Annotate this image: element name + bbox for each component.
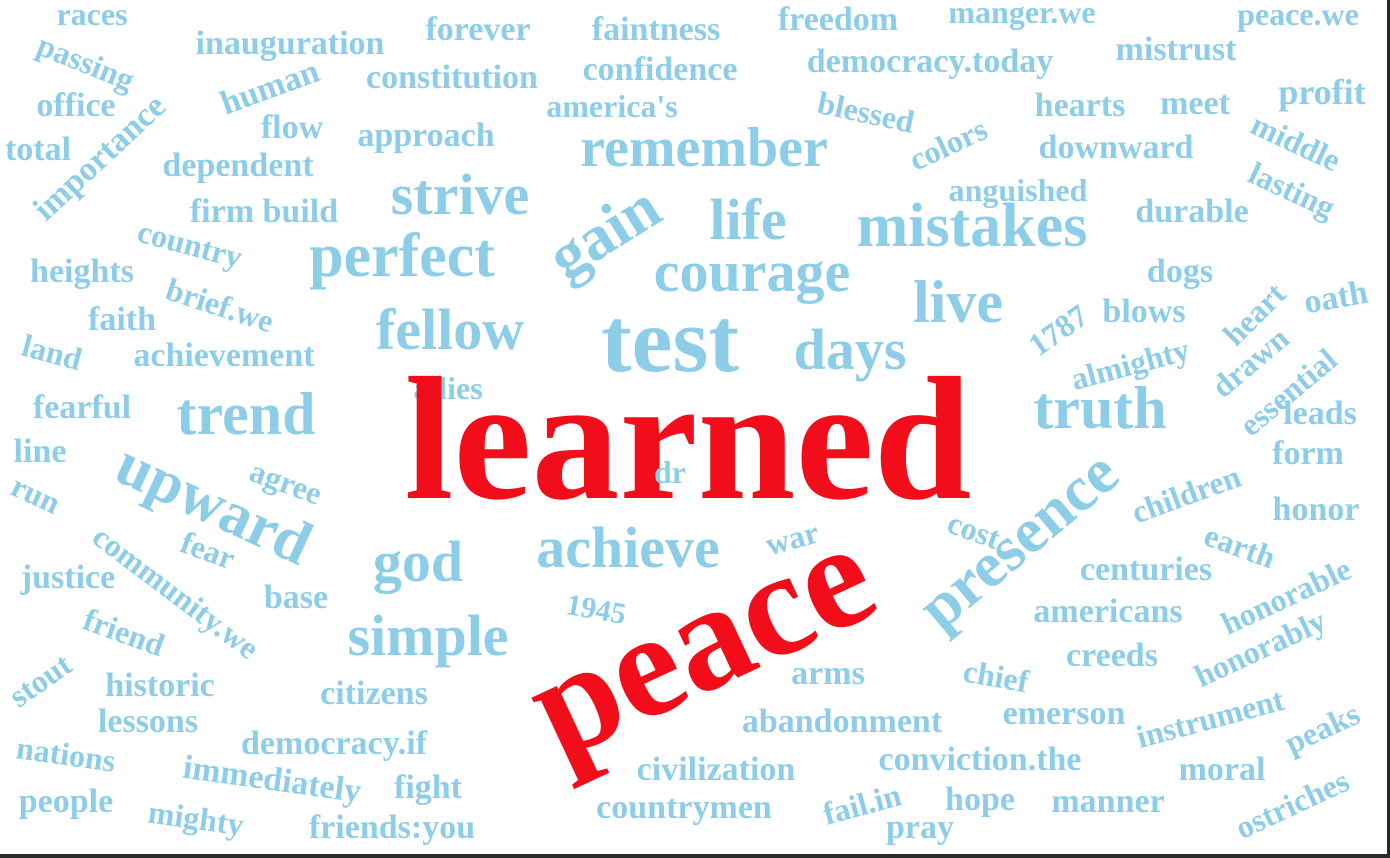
- word-civilization: civilization: [636, 751, 796, 788]
- word-democracy-today: democracy.today: [806, 43, 1054, 80]
- word-life: life: [709, 187, 787, 252]
- word-friends-you: friends:you: [308, 809, 476, 846]
- word-lessons: lessons: [97, 703, 199, 740]
- word-fearful: fearful: [32, 389, 132, 426]
- word-children: children: [1126, 457, 1246, 531]
- word-constitution: constitution: [366, 59, 538, 96]
- word-races: races: [56, 0, 128, 32]
- word-mistrust: mistrust: [1115, 31, 1237, 68]
- word-instrument: instrument: [1132, 681, 1288, 755]
- word-conviction-the: conviction.the: [878, 741, 1082, 778]
- word-achieve: achieve: [536, 515, 720, 580]
- word-trend: trend: [176, 381, 316, 447]
- word-oath: oath: [1301, 273, 1371, 322]
- word-democracy-if: democracy.if: [241, 725, 427, 762]
- word-hope: hope: [945, 781, 1015, 818]
- word-faith: faith: [88, 301, 156, 338]
- word-total: total: [4, 131, 72, 168]
- word-anguished: anguished: [948, 172, 1088, 208]
- word-america-s: america's: [546, 88, 678, 124]
- word-centuries: centuries: [1079, 551, 1213, 588]
- word-manner: manner: [1051, 783, 1165, 820]
- word-countrymen: countrymen: [596, 789, 772, 826]
- word-simple: simple: [347, 603, 509, 668]
- word-office: office: [36, 87, 116, 124]
- word-flow: flow: [260, 109, 324, 146]
- word-emerson: emerson: [1002, 695, 1126, 732]
- word-earth: earth: [1199, 516, 1281, 576]
- word-blows: blows: [1102, 293, 1186, 330]
- word-heights: heights: [30, 253, 134, 290]
- word-dr: dr: [654, 454, 686, 490]
- word-run: run: [5, 467, 67, 521]
- word-durable: durable: [1135, 193, 1249, 230]
- word-profit: profit: [1278, 72, 1366, 112]
- word-line: line: [13, 433, 67, 470]
- word-learned: learned: [404, 342, 972, 537]
- word-justice: justice: [20, 559, 116, 596]
- word-friend: friend: [78, 600, 170, 664]
- word-base: base: [263, 579, 329, 616]
- word-arms: arms: [791, 655, 865, 692]
- word-peace-we: peace.we: [1237, 0, 1359, 32]
- word-live: live: [913, 269, 1003, 335]
- word-citizens: citizens: [320, 675, 428, 712]
- word-fight: fight: [394, 769, 462, 806]
- word-historic: historic: [105, 667, 215, 704]
- word-manger-we: manger.we: [948, 0, 1096, 30]
- word-dependent: dependent: [162, 147, 314, 184]
- word-god: god: [372, 529, 464, 594]
- word-1787: 1787: [1021, 296, 1095, 364]
- word-hearts: hearts: [1034, 87, 1126, 124]
- word-passing: passing: [32, 26, 140, 98]
- word-land: land: [18, 326, 86, 378]
- word-people: people: [18, 783, 114, 820]
- word-abandonment: abandonment: [741, 703, 943, 740]
- word-brief-we: brief.we: [161, 270, 279, 340]
- word-moral: moral: [1178, 751, 1266, 788]
- word-stout: stout: [2, 645, 78, 715]
- word-creeds: creeds: [1066, 637, 1158, 674]
- word-chief: chief: [960, 652, 1032, 700]
- word-dogs: dogs: [1146, 253, 1214, 290]
- word-approach: approach: [357, 117, 495, 154]
- word-forever: forever: [425, 11, 531, 48]
- word-honor: honor: [1272, 491, 1360, 528]
- word-courage: courage: [653, 239, 851, 304]
- word-achievement: achievement: [133, 337, 315, 374]
- word-pray: pray: [886, 809, 954, 846]
- word-americans: americans: [1033, 593, 1183, 630]
- word-leads: leads: [1283, 395, 1357, 432]
- word-allies: allies: [413, 370, 483, 406]
- word-strive: strive: [390, 162, 530, 227]
- word-fellow: fellow: [375, 297, 525, 362]
- word-firm-build: firm build: [189, 193, 339, 230]
- word-confidence: confidence: [582, 51, 738, 88]
- word-mistakes: mistakes: [856, 192, 1088, 260]
- word-days: days: [793, 317, 907, 382]
- word-remember: remember: [580, 117, 828, 179]
- word-gain: gain: [535, 170, 673, 293]
- word-colors: colors: [903, 110, 993, 178]
- frame-border-bottom: [0, 854, 1390, 858]
- word-meet: meet: [1160, 85, 1230, 122]
- word-form: form: [1272, 435, 1344, 472]
- word-perfect: perfect: [309, 222, 495, 290]
- word-truth: truth: [1033, 375, 1167, 441]
- word-faintness: faintness: [591, 11, 721, 48]
- word-peaks: peaks: [1278, 695, 1366, 761]
- word-downward: downward: [1038, 129, 1194, 166]
- frame-border-right: [1387, 0, 1390, 858]
- word-inauguration: inauguration: [195, 25, 385, 62]
- word-mighty: mighty: [145, 793, 247, 843]
- word-freedom: freedom: [777, 1, 899, 38]
- word-test: test: [601, 289, 739, 391]
- word-blessed: blessed: [814, 84, 918, 140]
